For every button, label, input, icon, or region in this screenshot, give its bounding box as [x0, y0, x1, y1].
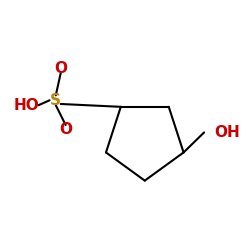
- Text: O: O: [54, 61, 67, 76]
- Text: OH: OH: [214, 125, 240, 140]
- Text: HO: HO: [13, 98, 39, 113]
- Text: O: O: [59, 122, 72, 138]
- Text: S: S: [50, 93, 61, 108]
